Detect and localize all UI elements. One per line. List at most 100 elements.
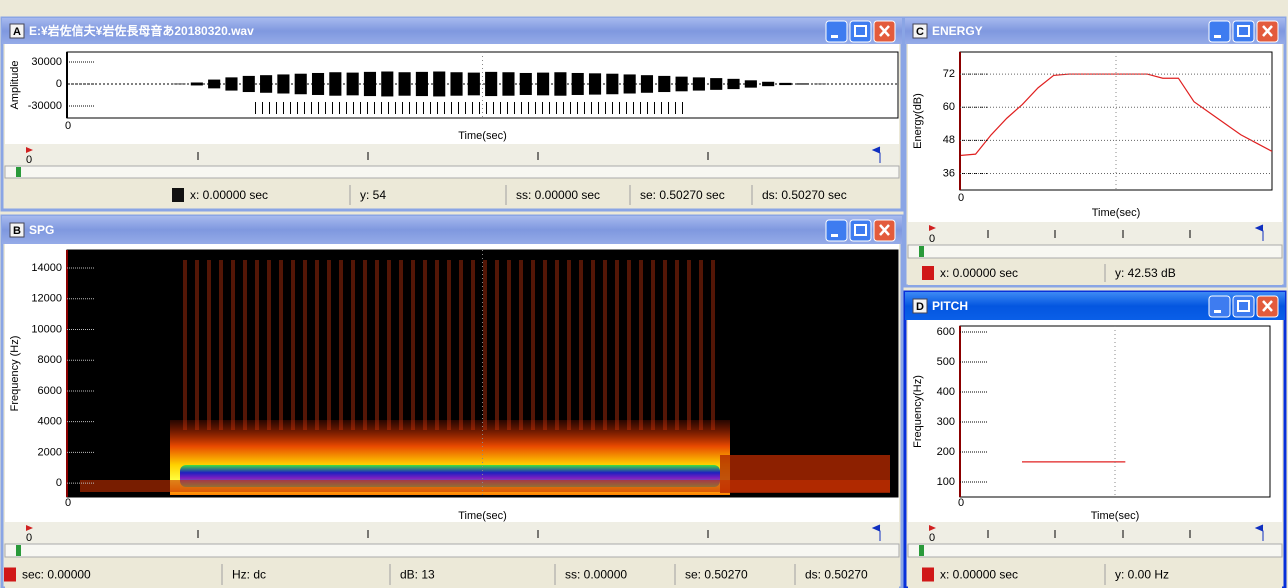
y-tick-label: 30000: [31, 56, 62, 68]
waveform-bar: [676, 77, 688, 92]
title-button-max[interactable]: [850, 21, 871, 42]
window-title: E:¥岩佐信夫¥岩佐長母音あ20180320.wav: [29, 23, 254, 38]
y-tick-label: 200: [937, 446, 955, 458]
waveform-bar: [814, 84, 826, 85]
waveform-bar: [572, 73, 584, 95]
y-axis-label: Energy(dB): [912, 93, 924, 149]
waveform-bar: [727, 79, 739, 89]
status-field: Hz: dc: [232, 568, 266, 582]
title-button-min[interactable]: [1209, 296, 1230, 317]
waveform-bar: [295, 74, 307, 95]
y-tick-label: 2000: [38, 446, 62, 458]
waveform-bar: [520, 73, 532, 95]
status-field: sec: 0.00000: [22, 568, 91, 582]
scroll-thumb[interactable]: [919, 545, 924, 556]
waveform-bar: [208, 80, 220, 89]
x-tick-label: 0: [65, 120, 71, 132]
scroll-thumb[interactable]: [919, 246, 924, 257]
title-button-min[interactable]: [826, 220, 847, 241]
x-tick-label: 0: [65, 497, 71, 509]
status-field: dB: 13: [400, 568, 435, 582]
window-letter: C: [916, 26, 924, 38]
glyph: [1214, 310, 1221, 313]
title-button-max[interactable]: [850, 220, 871, 241]
status-field: x: 0.00000 sec: [940, 266, 1018, 280]
waveform-bar: [243, 76, 255, 92]
title-button-max[interactable]: [1233, 21, 1254, 42]
title-bar: [2, 216, 902, 244]
scale-bar: [908, 222, 1282, 245]
y-tick-label: 72: [943, 68, 955, 80]
scale-bar: [908, 522, 1282, 544]
status-bar: [5, 561, 899, 588]
scroll-thumb[interactable]: [16, 167, 21, 177]
status-field: x: 0.00000 sec: [940, 568, 1018, 582]
status-field: ds: 0.50270: [805, 568, 868, 582]
title-button-max[interactable]: [1233, 296, 1254, 317]
waveform-bar: [485, 72, 497, 96]
window-letter: D: [916, 301, 924, 313]
waveform-bar: [502, 72, 514, 95]
waveform-bar: [641, 75, 653, 93]
title-button-min[interactable]: [1209, 21, 1230, 42]
status-field: ss: 0.00000 sec: [516, 188, 600, 202]
status-field: y: 54: [360, 188, 386, 202]
waveform-bar: [364, 72, 376, 96]
y-tick-label: 60: [943, 101, 955, 113]
y-tick-label: 0: [56, 78, 62, 90]
y-axis-label: Amplitude: [9, 61, 21, 110]
x-tick-label: 0: [958, 497, 964, 509]
scrollbar[interactable]: [5, 544, 899, 557]
scrollbar[interactable]: [908, 245, 1282, 258]
plot-area: [960, 326, 1270, 497]
scrollbar[interactable]: [908, 544, 1282, 557]
glyph: [831, 234, 838, 237]
status-field: y: 0.00 Hz: [1115, 568, 1169, 582]
y-tick-label: 400: [937, 386, 955, 398]
waveform-bar: [173, 84, 185, 85]
waveform-bar: [225, 77, 237, 90]
waveform-bar: [658, 76, 670, 92]
pitch-marks: [255, 102, 685, 114]
waveform-bar: [710, 78, 722, 90]
screen: AE:¥岩佐信夫¥岩佐長母音あ20180320.wav300000-300000…: [0, 0, 1288, 588]
window-letter: A: [13, 26, 21, 38]
waveform-bar: [589, 73, 601, 94]
scale-start: 0: [26, 532, 32, 544]
y-tick-label: 48: [943, 134, 955, 146]
status-field: ds: 0.50270 sec: [762, 188, 847, 202]
status-indicator: [4, 568, 16, 582]
scale-bar: [5, 144, 899, 166]
waveform-bar: [537, 73, 549, 96]
y-tick-label: 14000: [31, 262, 62, 274]
y-axis-label: Frequency(Hz): [912, 375, 924, 448]
waveform-bar: [433, 72, 445, 97]
scroll-thumb[interactable]: [16, 545, 21, 556]
y-tick-label: 6000: [38, 385, 62, 397]
scale-start: 0: [929, 532, 935, 544]
x-axis-label: Time(sec): [1091, 510, 1139, 522]
waveform-bar: [745, 80, 757, 87]
window-letter: B: [13, 225, 21, 237]
y-tick-label: 8000: [38, 354, 62, 366]
title-button-min[interactable]: [826, 21, 847, 42]
scrollbar[interactable]: [5, 166, 899, 178]
window-title: SPG: [29, 223, 54, 237]
waveform-bar: [260, 75, 272, 93]
y-tick-label: 600: [937, 326, 955, 338]
window-title: ENERGY: [932, 24, 983, 38]
y-tick-label: 0: [56, 477, 62, 489]
waveform-bar: [693, 77, 705, 90]
y-tick-label: 36: [943, 167, 955, 179]
waveform-bar: [329, 72, 341, 95]
waveform-bar: [624, 74, 636, 93]
y-tick-label: 300: [937, 416, 955, 428]
y-axis-label: Frequency (Hz): [9, 336, 21, 412]
y-tick-label: -30000: [28, 100, 62, 112]
waveform-bar: [468, 73, 480, 96]
x-axis-label: Time(sec): [458, 510, 506, 522]
waveform-bar: [191, 83, 203, 86]
y-tick-label: 10000: [31, 323, 62, 335]
status-indicator: [922, 568, 934, 582]
